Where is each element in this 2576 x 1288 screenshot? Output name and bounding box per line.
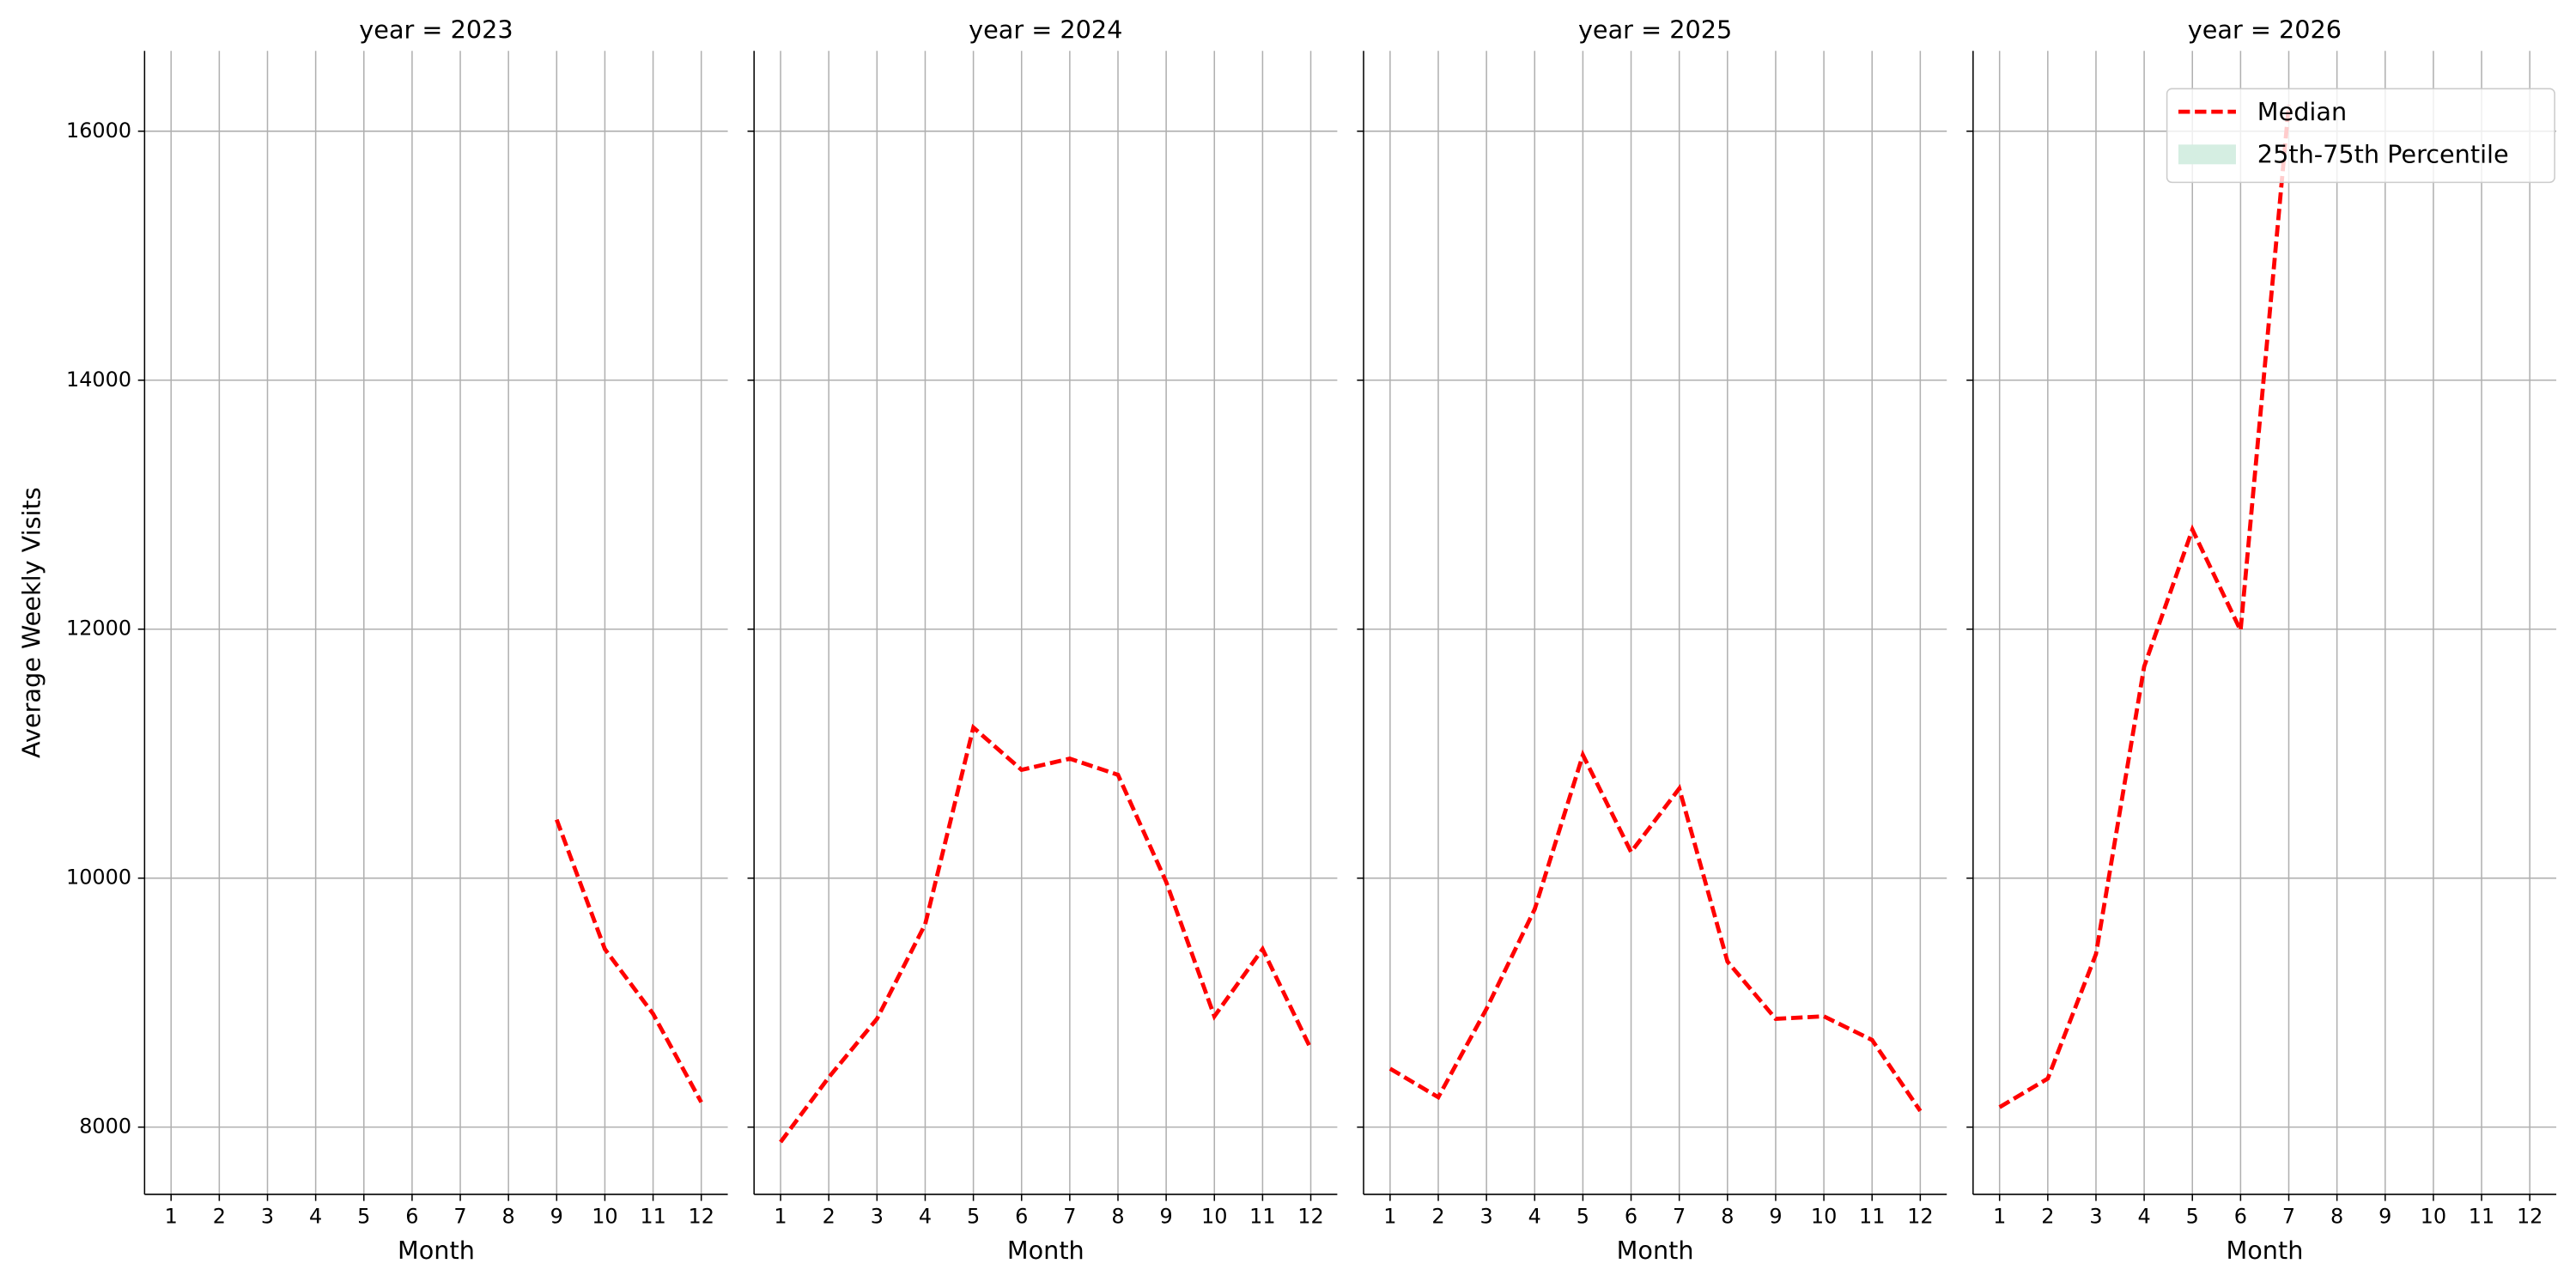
- x-axis-label: Month: [1007, 1236, 1084, 1265]
- y-axis-label: Average Weekly Visits: [16, 487, 46, 758]
- x-tick-label: 12: [2517, 1205, 2543, 1229]
- x-tick-label: 3: [2089, 1205, 2102, 1229]
- x-tick-label: 4: [919, 1205, 932, 1229]
- x-tick-label: 1: [774, 1205, 787, 1229]
- x-tick-label: 8: [2330, 1205, 2343, 1229]
- x-tick-label: 8: [502, 1205, 515, 1229]
- panel-title: year = 2024: [969, 15, 1122, 44]
- x-tick-label: 1: [165, 1205, 178, 1229]
- panel-title: year = 2026: [2188, 15, 2342, 44]
- x-tick-label: 2: [1431, 1205, 1444, 1229]
- x-tick-label: 2: [213, 1205, 226, 1229]
- median-line: [1388, 749, 1923, 1113]
- x-tick-label: 10: [2421, 1205, 2446, 1229]
- x-axis-label: Month: [398, 1236, 475, 1265]
- median-line: [555, 818, 703, 1103]
- median-line: [779, 723, 1313, 1144]
- legend-label: 25th-75th Percentile: [2257, 140, 2509, 169]
- x-tick-label: 7: [1063, 1205, 1076, 1229]
- y-tick-label: 14000: [66, 368, 131, 392]
- panel-title: year = 2025: [1578, 15, 1732, 44]
- x-tick-label: 4: [309, 1205, 322, 1229]
- x-tick-label: 9: [2379, 1205, 2391, 1229]
- x-tick-label: 11: [2469, 1205, 2494, 1229]
- x-tick-label: 10: [592, 1205, 617, 1229]
- median-line: [1998, 105, 2291, 1109]
- x-tick-label: 5: [1577, 1205, 1589, 1229]
- x-tick-label: 10: [1201, 1205, 1227, 1229]
- x-tick-label: 11: [1859, 1205, 1885, 1229]
- x-tick-label: 11: [1249, 1205, 1275, 1229]
- x-tick-label: 3: [261, 1205, 274, 1229]
- x-tick-label: 12: [688, 1205, 714, 1229]
- x-tick-label: 5: [357, 1205, 370, 1229]
- y-tick-label: 10000: [66, 866, 131, 890]
- x-tick-label: 3: [1480, 1205, 1493, 1229]
- x-tick-label: 12: [1907, 1205, 1933, 1229]
- x-tick-label: 2: [2041, 1205, 2054, 1229]
- x-tick-label: 5: [967, 1205, 980, 1229]
- legend-label: Median: [2257, 97, 2347, 126]
- x-tick-label: 9: [1160, 1205, 1173, 1229]
- x-tick-label: 6: [405, 1205, 418, 1229]
- x-tick-label: 9: [550, 1205, 563, 1229]
- x-axis-label: Month: [2226, 1236, 2303, 1265]
- panel-title: year = 2023: [359, 15, 513, 44]
- y-tick-label: 12000: [66, 617, 131, 641]
- legend-patch: [2178, 144, 2236, 165]
- x-tick-label: 7: [2282, 1205, 2295, 1229]
- x-tick-label: 1: [1383, 1205, 1396, 1229]
- x-tick-label: 6: [2234, 1205, 2247, 1229]
- legend-box: [2166, 88, 2555, 184]
- x-tick-label: 2: [823, 1205, 835, 1229]
- x-tick-label: 3: [871, 1205, 884, 1229]
- x-tick-label: 6: [1625, 1205, 1637, 1229]
- x-tick-label: 11: [640, 1205, 665, 1229]
- x-tick-label: 4: [1528, 1205, 1541, 1229]
- x-tick-label: 6: [1015, 1205, 1028, 1229]
- x-tick-label: 12: [1297, 1205, 1323, 1229]
- x-tick-label: 1: [1993, 1205, 2006, 1229]
- y-tick-label: 8000: [79, 1115, 131, 1139]
- x-tick-label: 8: [1111, 1205, 1124, 1229]
- y-tick-label: 16000: [66, 118, 131, 143]
- x-tick-label: 10: [1811, 1205, 1837, 1229]
- x-tick-label: 4: [2137, 1205, 2150, 1229]
- x-tick-label: 7: [1673, 1205, 1686, 1229]
- x-tick-label: 7: [453, 1205, 466, 1229]
- x-tick-label: 8: [1721, 1205, 1734, 1229]
- x-axis-label: Month: [1617, 1236, 1694, 1265]
- x-tick-label: 9: [1769, 1205, 1782, 1229]
- x-tick-label: 5: [2186, 1205, 2199, 1229]
